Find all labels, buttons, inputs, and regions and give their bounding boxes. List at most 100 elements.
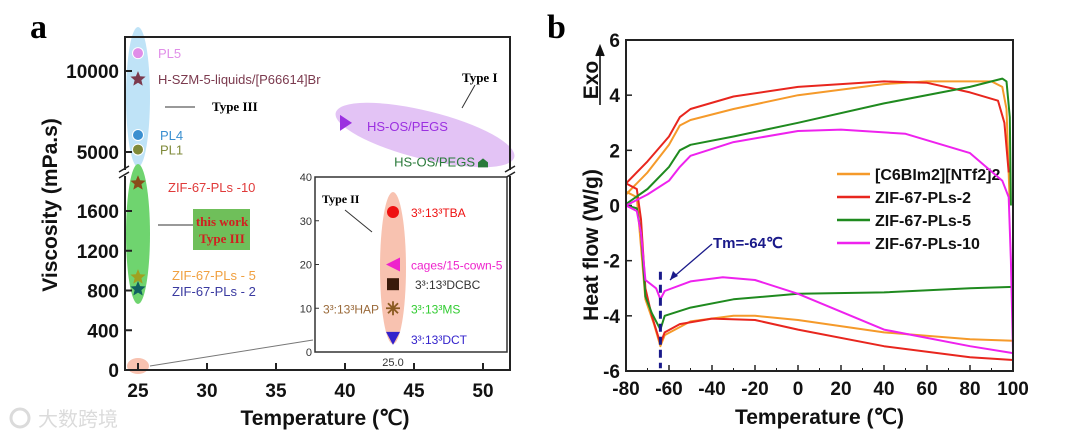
plot-frame-b	[625, 39, 1014, 372]
x-tick-label-a: 40	[334, 381, 355, 402]
watermark-logo-icon	[9, 407, 31, 429]
x-axis-label-a: Temperature (℃)	[240, 407, 409, 430]
legend-label: [C6BIm2][NTf2]2	[875, 167, 1000, 184]
zoom-connector-line	[149, 339, 314, 367]
point-label: ZIF-67-PLs - 2	[172, 284, 256, 299]
series-line-lower	[625, 204, 1014, 355]
watermark: 大数跨境	[9, 407, 118, 431]
series-line-upper	[625, 77, 1012, 206]
y-tick-label-b: -4	[603, 307, 620, 328]
type-ii-label: Type II	[322, 192, 360, 206]
y-tick-label-b: -6	[603, 362, 620, 383]
x-tick-label-a: 25	[127, 381, 149, 402]
type-i-arrow	[461, 84, 476, 109]
x-tick-label-a: 30	[196, 381, 217, 402]
panel-a: a25 30 35 40 45 50040080012001600500010000Tem…	[30, 9, 516, 430]
x-tick-label-b: 40	[873, 379, 894, 400]
y-tick-label-a: 5000	[77, 143, 119, 164]
y-tick-label-b: 0	[609, 197, 620, 218]
asterisk-marker	[386, 301, 400, 316]
watermark-text: 大数跨境	[38, 408, 118, 431]
type-iii-ellipse-blue	[126, 27, 150, 167]
point-label: HS-OS/PEGS	[367, 119, 448, 134]
axis-break-gap	[119, 170, 131, 176]
point-label: PL5	[158, 46, 181, 61]
y-axis-label-b: Heat flow (W/g)	[580, 169, 603, 321]
series-line-upper	[625, 80, 1010, 185]
type-i-label: Type I	[462, 70, 498, 85]
inset-y-tick-label: 30	[300, 216, 312, 228]
point-label: PL1	[160, 143, 183, 158]
sphere-marker	[132, 143, 144, 156]
series-line-lower	[625, 182, 1014, 361]
y-tick-label-a: 800	[87, 282, 119, 303]
sphere-marker	[132, 128, 144, 141]
type-iii-label: Type III	[212, 99, 258, 114]
axis-break-gap-right	[504, 170, 516, 176]
inset-y-tick-label: 10	[300, 303, 312, 315]
y-tick-label-a: 1200	[77, 242, 119, 263]
star-marker	[130, 281, 146, 296]
inset-point-label: 3³:13³DCBC	[415, 278, 481, 292]
legend-label: ZIF-67-PLs-2	[875, 190, 971, 207]
y-axis-label-a: Viscosity (mPa.s)	[39, 118, 62, 292]
tm-arrow	[669, 243, 713, 281]
y-tick-label-a: 10000	[66, 62, 119, 83]
star-marker	[130, 71, 146, 86]
exo-arrow-icon	[595, 43, 605, 105]
type-i-ellipse	[335, 102, 515, 168]
inset-y-tick-label: 0	[306, 347, 312, 359]
triangle-down-marker	[386, 331, 400, 345]
y-tick-label-b: 4	[609, 86, 620, 107]
legend-label: ZIF-67-PLs-10	[875, 236, 980, 253]
x-tick-label-a: 45	[403, 381, 425, 402]
y-tick-label-a: 0	[108, 361, 119, 382]
inset-y-tick-label: 40	[300, 172, 312, 184]
inset-point-label: 3³:13³MS	[411, 302, 460, 316]
star-marker	[130, 175, 146, 190]
x-tick-label-b: 60	[916, 379, 937, 400]
triangle-marker	[340, 114, 352, 131]
panel-label-b: b	[547, 9, 566, 46]
point-label: HS-OS/PEGS	[394, 154, 475, 169]
y-tick-label-b: 2	[609, 141, 620, 162]
panel-b: b-80 -60 -40 -20 0 20 40 60 80 100-6-4-20246Tempe…	[547, 9, 1029, 429]
sphere-marker	[132, 47, 144, 60]
inset-point-label: cages/15-cown-5	[411, 259, 503, 273]
x-tick-label-b: -40	[698, 379, 725, 400]
tm-arrowhead-icon	[670, 271, 678, 280]
x-tick-label-b: -60	[655, 379, 682, 400]
x-tick-label-b: 80	[959, 379, 980, 400]
x-tick-label-b: 100	[997, 379, 1029, 400]
point-label: ZIF-67-PLs - 5	[172, 268, 256, 283]
this-work-box	[193, 209, 250, 250]
y-tick-label-b: 6	[609, 31, 620, 52]
point-label: H-SZM-5-liquids/[P66614]Br	[158, 72, 321, 87]
this-work-label: this work	[196, 214, 249, 229]
panel-label-a: a	[30, 9, 47, 46]
series-line-upper	[625, 80, 1011, 206]
legend-label: ZIF-67-PLs-5	[875, 213, 971, 230]
circle-marker	[387, 206, 399, 218]
inset-point-label: 3³:13³HAP	[323, 302, 379, 316]
exo-label: Exo	[580, 61, 603, 100]
x-tick-label-b: -20	[741, 379, 768, 400]
y-tick-label-a: 400	[87, 321, 119, 342]
x-tick-label-b: 20	[830, 379, 851, 400]
series-line-upper	[625, 128, 1014, 352]
tm-annotation: Tm=-64℃	[713, 235, 783, 252]
point-label: ZIF-67-PLs -10	[168, 180, 255, 195]
square-marker	[387, 278, 399, 291]
this-work-type-label: Type III	[199, 231, 245, 246]
inset-y-tick-label: 20	[300, 260, 312, 272]
x-tick-label-a: 50	[472, 381, 493, 402]
point-label: PL4	[160, 128, 183, 143]
inset-point-label: 3³:13³DCT	[411, 333, 468, 347]
star-marker	[130, 269, 146, 284]
type-ii-arrow	[344, 209, 373, 233]
inset-point-label: 3³:13³TBA	[411, 206, 466, 220]
inset-x-tick-label: 25.0	[382, 357, 403, 369]
type-iii-ellipse-green	[126, 164, 150, 304]
y-tick-label-a: 1600	[77, 202, 119, 223]
